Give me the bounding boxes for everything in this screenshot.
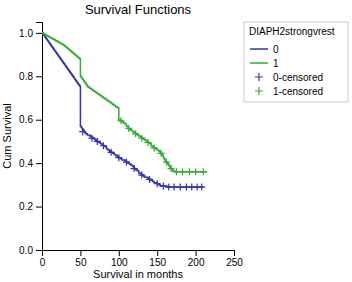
chart: 0 50 100 150 200 250 0.0 0.2 0.4 0.6 0.8 1.0 Surviva… (0, 0, 352, 282)
censor-mark (138, 135, 145, 142)
y-axis: 0.0 0.2 0.4 0.6 0.8 1.0 (19, 23, 42, 256)
censor-mark (132, 130, 139, 137)
tick-mark (119, 250, 120, 256)
tick: 1.0 (19, 28, 42, 39)
censor-mark (163, 159, 170, 166)
legend-label: 0-censored (273, 72, 323, 83)
legend-item: 1-censored (255, 86, 323, 97)
tick-label: 50 (75, 257, 87, 268)
censor-mark (179, 168, 186, 175)
legend-label: 1-censored (273, 86, 323, 97)
marks (42, 33, 207, 191)
legend-swatch (250, 62, 268, 64)
tick-label: 0.0 (19, 245, 33, 256)
legend-label: 0 (273, 44, 279, 55)
tick-mark (36, 76, 42, 77)
censor-mark (144, 139, 151, 146)
censor-mark (146, 176, 153, 183)
tick-mark (36, 163, 42, 164)
tick-mark (80, 250, 81, 256)
tick: 0.0 (19, 245, 42, 256)
tick: 250 (226, 250, 243, 268)
tick-label: 200 (188, 257, 205, 268)
censor-mark (158, 150, 165, 157)
censor-mark (100, 142, 107, 149)
tick-mark (36, 33, 42, 34)
plot: 0 50 100 150 200 250 0.0 0.2 0.4 0.6 0.8 1.0 (19, 23, 243, 269)
title: Survival Functions (85, 2, 192, 17)
censor-mark (94, 138, 101, 145)
censor-mark (138, 172, 145, 179)
x-axis: 0 50 100 150 200 250 (40, 250, 244, 268)
censor-mark (171, 184, 178, 191)
tick-mark (234, 250, 235, 256)
censor-mark (88, 135, 95, 142)
censor-mark (123, 159, 130, 166)
tick: 0 (40, 250, 46, 268)
legend-frame (244, 22, 348, 102)
tick-label: 0.4 (19, 158, 33, 169)
tick: 0.2 (19, 201, 42, 212)
x-axis-title: Survival in months (93, 268, 183, 280)
legend-swatch (255, 87, 263, 95)
censor-mark (186, 168, 193, 175)
censor-mark (131, 165, 138, 172)
tick-mark (157, 250, 158, 256)
censor-mark (198, 184, 205, 191)
censor-mark (177, 184, 184, 191)
legend-swatch (255, 73, 263, 81)
tick: 200 (188, 250, 205, 268)
y-axis-title: Cum Survival (1, 103, 13, 168)
tick: 0.4 (19, 158, 42, 169)
tick-label: 0.2 (19, 201, 33, 212)
legend-item: 0-censored (255, 72, 323, 83)
censor-marks (79, 128, 205, 190)
series-line (42, 33, 207, 172)
legend-swatch (250, 48, 268, 50)
censor-mark (173, 168, 180, 175)
censor-mark (79, 128, 86, 135)
axis-line (43, 251, 235, 257)
tick-label: 0.6 (19, 114, 33, 125)
chart-container: 0 50 100 150 200 250 0.0 0.2 0.4 0.6 0.8 1.0 Surviva… (0, 0, 352, 282)
tick-label: 1.0 (19, 28, 33, 39)
tick-label: 0.8 (19, 71, 33, 82)
censor-mark (151, 144, 158, 151)
tick-mark (196, 250, 197, 256)
axis-line (36, 23, 43, 251)
tick: 50 (75, 250, 87, 268)
tick: 0.8 (19, 71, 42, 82)
legend: DIAPH2strongvrest 0 1 0-censored 1-censored (244, 22, 348, 102)
tick: 100 (111, 250, 128, 268)
censor-mark (115, 154, 122, 161)
censor-mark (200, 168, 207, 175)
tick-label: 0 (40, 257, 46, 268)
legend-item: 1 (250, 58, 279, 69)
tick-mark (36, 207, 42, 208)
tick: 150 (149, 250, 166, 268)
tick-mark (36, 120, 42, 121)
censor-mark (154, 180, 161, 187)
tick-label: 150 (149, 257, 166, 268)
tick-label: 100 (111, 257, 128, 268)
tick-mark (36, 250, 42, 251)
legend-item: 0 (250, 44, 279, 55)
series-line (42, 33, 203, 187)
censor-mark (108, 149, 115, 156)
tick: 0.6 (19, 114, 42, 125)
legend-label: 1 (273, 58, 279, 69)
legend-title: DIAPH2strongvrest (249, 26, 335, 37)
censor-marks (118, 117, 207, 175)
censor-mark (118, 117, 125, 124)
censor-mark (168, 165, 175, 172)
censor-mark (160, 182, 167, 189)
tick-label: 250 (226, 257, 243, 268)
censor-mark (125, 125, 132, 132)
censor-mark (192, 168, 199, 175)
